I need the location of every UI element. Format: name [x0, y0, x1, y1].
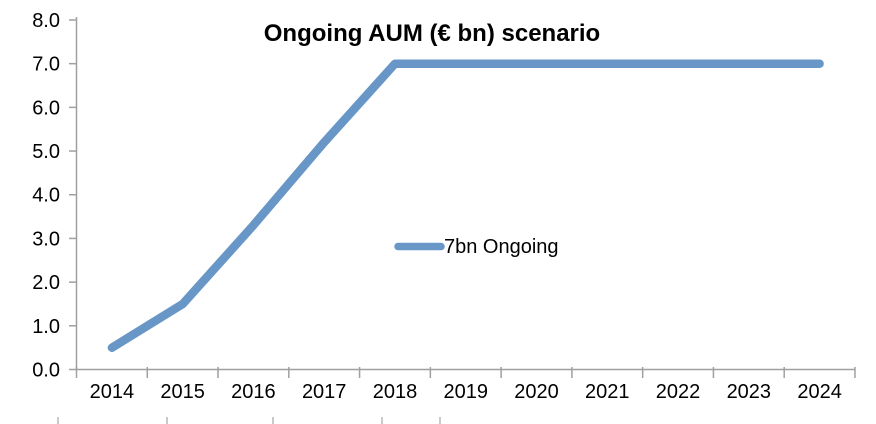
y-tick-label: 2.0: [32, 272, 60, 294]
y-axis: 0.0 1.0 2.0 3.0 4.0 5.0 6.0 7.0 8.0: [32, 10, 78, 382]
x-tick-label: 2024: [797, 381, 842, 403]
x-tick-label: 2018: [373, 381, 418, 403]
x-tick-label: 2022: [656, 381, 701, 403]
bottom-crop-ticks: [57, 417, 441, 424]
legend: 7bn Ongoing: [394, 236, 559, 258]
y-tick-label: 5.0: [32, 141, 60, 163]
y-tick-label: 8.0: [32, 10, 60, 32]
x-axis: 2014 2015 2016 2017 2018 2019 2020 2021 2022 2023…: [75, 367, 856, 403]
x-tick-label: 2014: [90, 381, 135, 403]
series-group: [107, 59, 824, 352]
x-tick-label: 2017: [302, 381, 347, 403]
chart-title: Ongoing AUM (€ bn) scenario: [264, 20, 600, 47]
y-tick-label: 0.0: [32, 360, 60, 382]
x-tick-label: 2021: [585, 381, 630, 403]
x-tick-label: 2015: [160, 381, 205, 403]
x-tick-label: 2019: [443, 381, 488, 403]
y-tick-label: 4.0: [32, 185, 60, 207]
y-tick-label: 7.0: [32, 54, 60, 76]
y-tick-label: 6.0: [32, 97, 60, 119]
x-tick-label: 2023: [727, 381, 772, 403]
x-tick-label: 2016: [231, 381, 276, 403]
y-tick-label: 3.0: [32, 228, 60, 250]
series-line-7bn-ongoing: [107, 59, 824, 352]
legend-label: 7bn Ongoing: [444, 236, 559, 258]
y-tick-label: 1.0: [32, 316, 60, 338]
x-tick-label: 2020: [514, 381, 559, 403]
